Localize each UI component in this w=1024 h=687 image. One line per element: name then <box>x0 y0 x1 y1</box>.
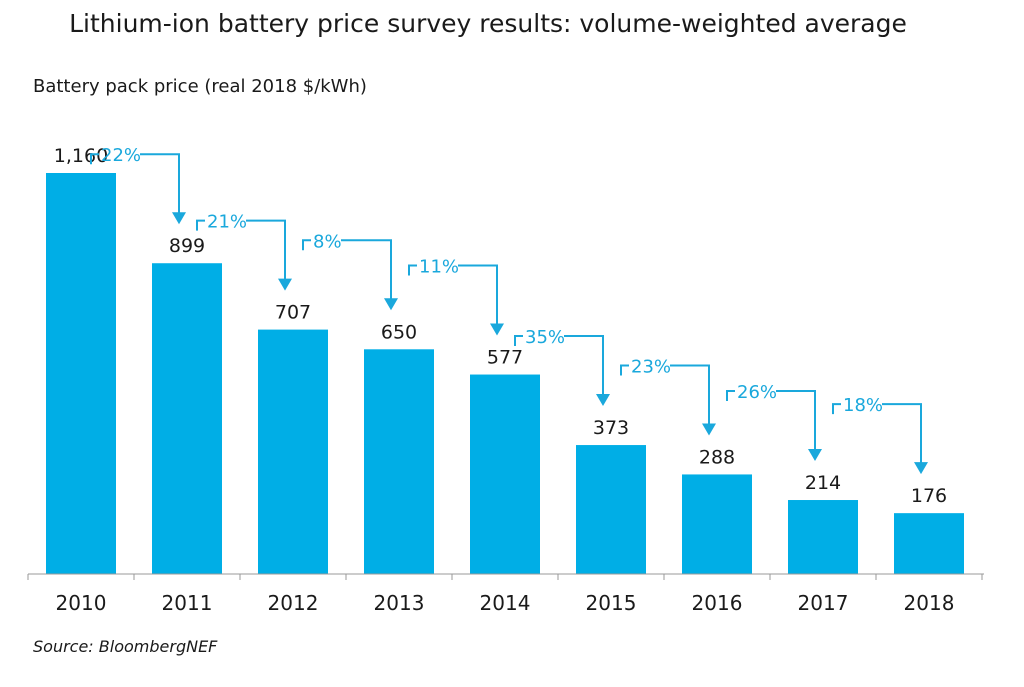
x-tick-label-2018: 2018 <box>904 591 955 615</box>
value-label-2013: 650 <box>381 321 417 343</box>
bar-2010 <box>46 173 116 574</box>
annotation-bracket-left <box>90 153 99 165</box>
x-tick-label-2010: 2010 <box>56 591 107 615</box>
decline-annotation-2017: 26% <box>726 382 822 462</box>
bar-2016 <box>682 474 752 574</box>
annotation-arrow-shaft <box>140 153 180 215</box>
x-tick-label-2013: 2013 <box>374 591 425 615</box>
bar-2013 <box>364 349 434 574</box>
decline-annotation-2016: 23% <box>620 356 716 436</box>
annotation-arrow-shaft <box>246 219 286 281</box>
annotation-arrow-shaft <box>341 239 392 301</box>
value-label-2016: 288 <box>699 446 735 468</box>
decline-percent-label: 21% <box>207 212 247 233</box>
decline-annotation-2012: 21% <box>196 212 292 291</box>
decline-percent-label: 23% <box>631 356 671 377</box>
bar-2015 <box>576 445 646 574</box>
annotation-arrow-shaft <box>776 390 816 452</box>
arrow-down-icon <box>596 394 610 407</box>
bar-2018 <box>894 513 964 574</box>
annotation-bracket-left <box>832 403 841 415</box>
arrow-down-icon <box>490 323 504 336</box>
bar-2012 <box>258 329 328 574</box>
value-label-2014: 577 <box>487 347 523 369</box>
bar-2017 <box>788 500 858 574</box>
bar-2011 <box>152 263 222 574</box>
annotation-bracket-left <box>620 364 629 376</box>
bar-2014 <box>470 374 540 574</box>
annotation-bracket-left <box>726 390 735 402</box>
arrow-down-icon <box>172 212 186 225</box>
arrow-down-icon <box>914 462 928 475</box>
annotation-arrow-shaft <box>564 335 604 397</box>
annotation-bracket-left <box>408 264 417 276</box>
decline-percent-label: 26% <box>737 382 777 403</box>
annotation-bracket-left <box>302 239 311 251</box>
decline-percent-label: 35% <box>525 327 565 348</box>
value-label-2015: 373 <box>593 417 629 439</box>
decline-percent-label: 22% <box>101 145 141 166</box>
x-tick-label-2016: 2016 <box>692 591 743 615</box>
x-tick-label-2017: 2017 <box>798 591 849 615</box>
arrow-down-icon <box>384 298 398 311</box>
annotation-bracket-left <box>196 219 205 231</box>
arrow-down-icon <box>278 278 292 291</box>
decline-annotation-2018: 18% <box>832 395 928 475</box>
value-label-2010: 1,160 <box>54 145 108 167</box>
bars-layer: 1,160 899 707 650 577 373 288 214 176 <box>46 145 964 574</box>
x-tick-label-2014: 2014 <box>480 591 531 615</box>
value-label-2018: 176 <box>911 485 947 507</box>
arrow-down-icon <box>702 423 716 436</box>
x-tick-label-2015: 2015 <box>586 591 637 615</box>
decline-annotation-2011: 22% <box>90 145 186 225</box>
annotation-arrow-shaft <box>670 364 710 426</box>
x-tick-label-2011: 2011 <box>162 591 213 615</box>
chart-title: Lithium-ion battery price survey results… <box>69 9 907 38</box>
decline-annotation-2013: 8% <box>302 231 398 311</box>
value-label-2012: 707 <box>275 302 311 324</box>
annotations-layer: 22% 21% 8% 11% 35% 23% 26% 18% <box>90 145 928 475</box>
arrow-down-icon <box>808 449 822 462</box>
decline-annotation-2015: 35% <box>514 327 610 407</box>
x-ticks-layer: 2010 2011 2012 2013 2014 2015 2016 2017 2018 <box>27 574 983 615</box>
y-axis-label: Battery pack price (real 2018 $/kWh) <box>33 76 367 97</box>
annotation-arrow-shaft <box>458 264 498 326</box>
x-tick-label-2012: 2012 <box>268 591 319 615</box>
decline-percent-label: 18% <box>843 395 883 416</box>
decline-annotation-2014: 11% <box>408 257 504 336</box>
source-note: Source: BloombergNEF <box>33 637 218 656</box>
value-label-2011: 899 <box>169 235 205 257</box>
annotation-bracket-left <box>514 335 523 347</box>
annotation-arrow-shaft <box>882 403 922 465</box>
value-label-2017: 214 <box>805 472 841 494</box>
decline-percent-label: 11% <box>419 257 459 278</box>
decline-percent-label: 8% <box>313 231 342 252</box>
